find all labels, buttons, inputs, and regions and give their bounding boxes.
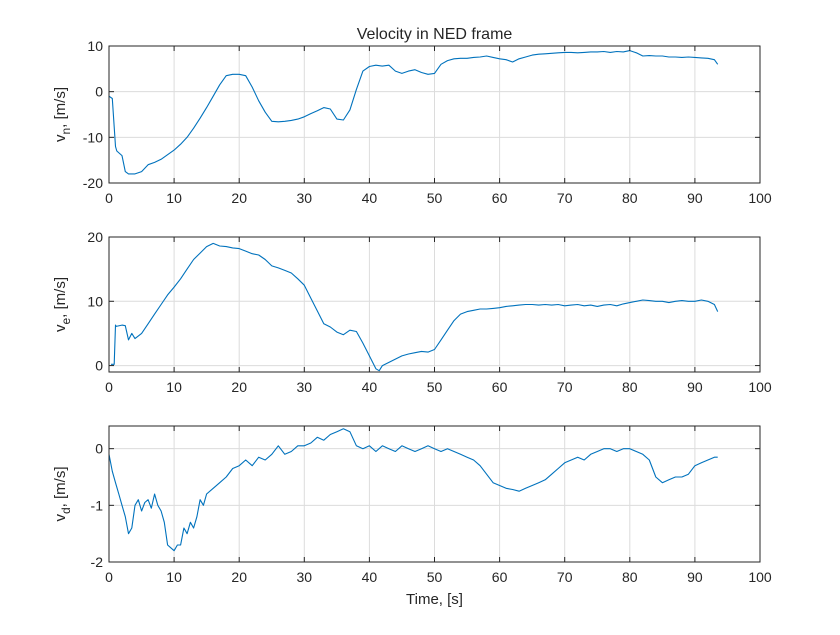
x-tick-label: 90 [687, 190, 703, 206]
y-label-unit: , [m/s] [52, 277, 69, 318]
subplot-vd: 0 10 20 30 40 50 60 70 80 90 100 -2 -1 0 vd, [m/s] Time… [52, 425, 772, 608]
y-tick-label: -20 [83, 175, 103, 191]
y-tick-label: -2 [91, 554, 104, 570]
y-tick-label: 20 [87, 229, 103, 245]
y-label-var: v [52, 324, 69, 332]
y-label-subscript: d [59, 507, 73, 514]
x-tick-label: 40 [362, 569, 378, 585]
subplot-vn: 0 10 20 30 40 50 60 70 80 90 100 -20 -10 0 10 vn, [m/s]… [52, 26, 772, 206]
x-tick-label: 20 [231, 569, 247, 585]
y-tick-label: -10 [83, 129, 103, 145]
x-tick-label: 20 [231, 190, 247, 206]
y-axis-label-vd: vd, [m/s] [52, 466, 73, 521]
y-tick-label: 0 [95, 84, 103, 100]
y-tick-label: 0 [95, 441, 103, 457]
x-tick-label: 0 [105, 190, 113, 206]
x-tick-label: 0 [105, 379, 113, 395]
y-tick-label: 10 [87, 38, 103, 54]
x-tick-label: 30 [297, 190, 313, 206]
y-label-subscript: e [59, 318, 73, 325]
x-tick-label: 60 [492, 569, 508, 585]
x-tick-label: 70 [557, 569, 573, 585]
series-line-ve [111, 242, 719, 372]
x-tick-label: 70 [557, 379, 573, 395]
y-label-var: v [52, 514, 69, 522]
x-tick-label: 40 [362, 190, 378, 206]
x-tick-label: 100 [748, 569, 772, 585]
y-tick-label: 0 [95, 358, 103, 374]
x-tick-label: 90 [687, 569, 703, 585]
x-tick-label: 40 [362, 379, 378, 395]
y-label-unit: , [m/s] [52, 466, 69, 507]
y-label-subscript: n [59, 128, 73, 135]
x-tick-label: 60 [492, 379, 508, 395]
y-tick-label: 10 [87, 293, 103, 309]
x-tick-label: 30 [297, 569, 313, 585]
y-axis-label-ve: ve, [m/s] [52, 277, 73, 332]
x-tick-label: 50 [427, 190, 443, 206]
x-tick-label: 50 [427, 379, 443, 395]
x-tick-label: 90 [687, 379, 703, 395]
x-tick-label: 80 [622, 569, 638, 585]
x-axis-label: Time, [s] [406, 591, 463, 608]
y-axis-label-vn: vn, [m/s] [52, 87, 73, 142]
x-tick-label: 60 [492, 190, 508, 206]
x-tick-label: 80 [622, 379, 638, 395]
subplot-ve: 0 10 20 30 40 50 60 70 80 90 100 0 10 20 ve, [m/s] [52, 229, 772, 395]
x-tick-label: 0 [105, 569, 113, 585]
x-tick-label: 70 [557, 190, 573, 206]
y-label-unit: , [m/s] [52, 87, 69, 128]
x-tick-label: 10 [166, 379, 182, 395]
y-label-var: v [52, 134, 69, 142]
chart-title: Velocity in NED frame [357, 26, 513, 43]
x-tick-label: 50 [427, 569, 443, 585]
x-tick-label: 10 [166, 190, 182, 206]
y-tick-label: -1 [91, 497, 104, 513]
x-tick-label: 10 [166, 569, 182, 585]
x-tick-label: 20 [231, 379, 247, 395]
x-tick-label: 100 [748, 190, 772, 206]
x-tick-label: 30 [297, 379, 313, 395]
series-line-vn [108, 50, 719, 175]
x-tick-label: 100 [748, 379, 772, 395]
series-line-vd [108, 428, 718, 552]
x-tick-label: 80 [622, 190, 638, 206]
